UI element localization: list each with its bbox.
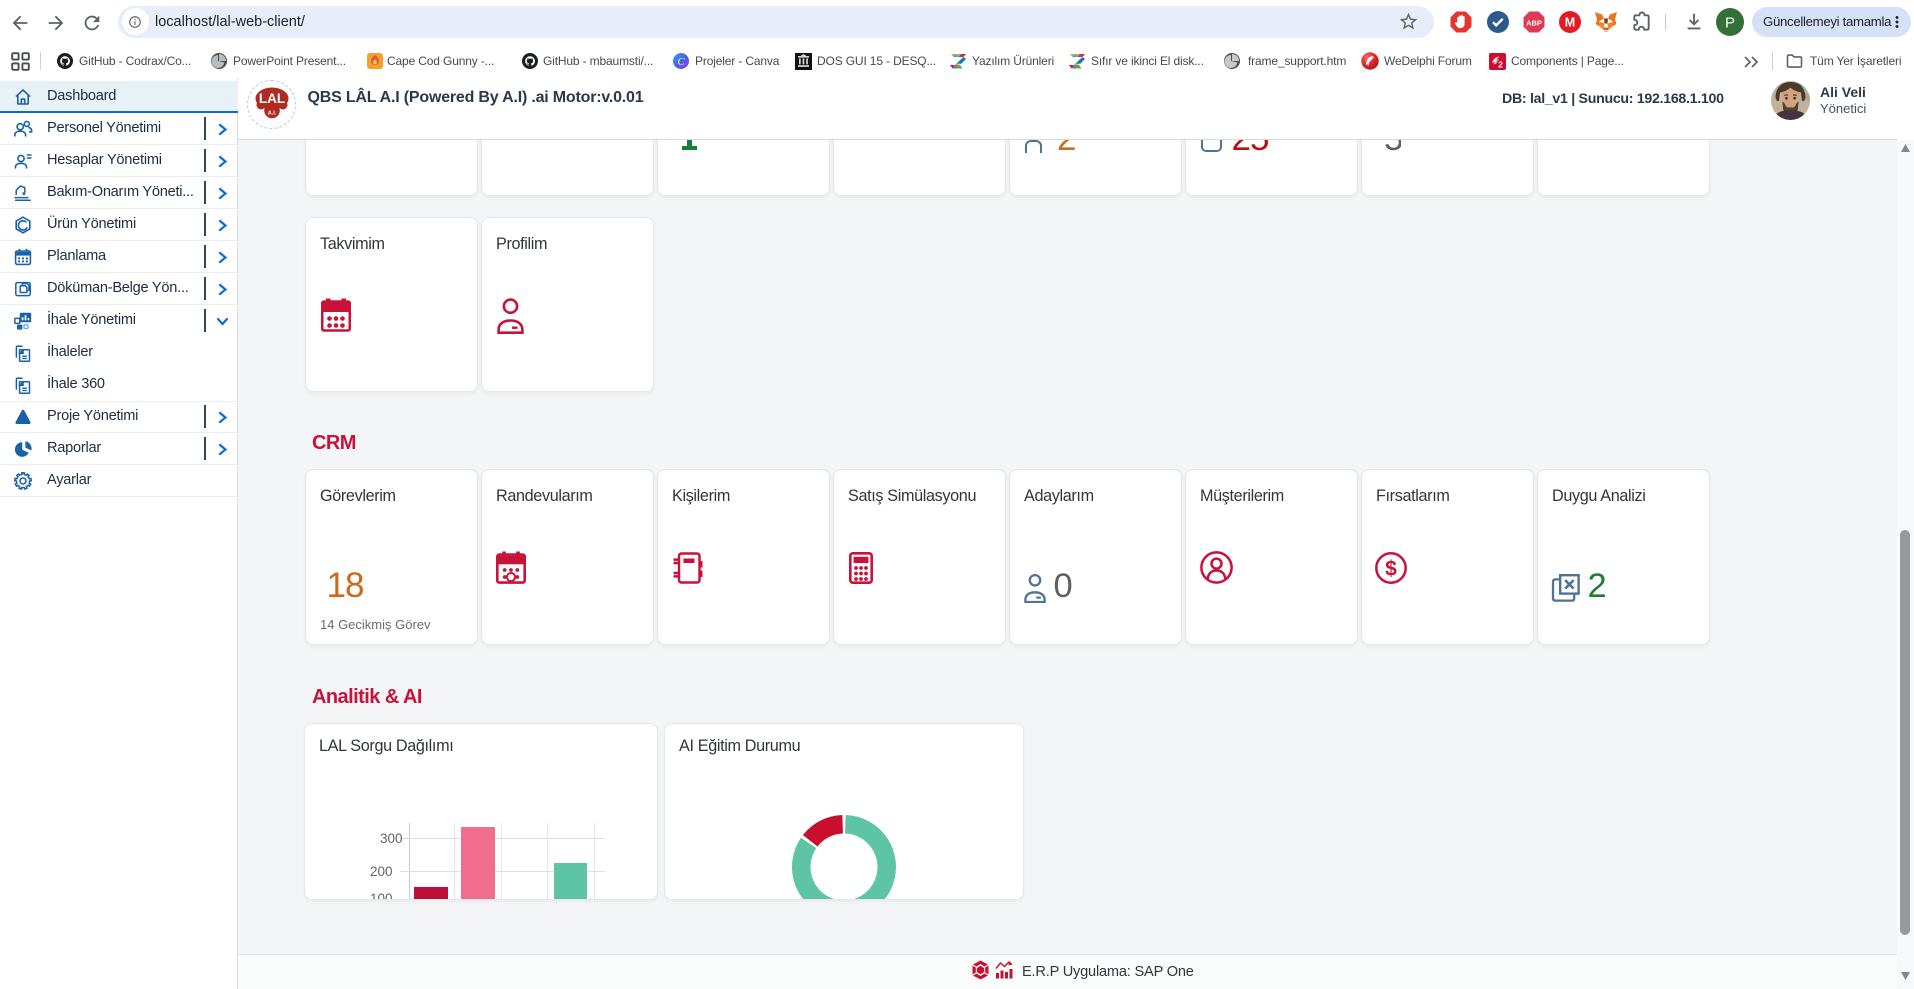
svg-text:ABP: ABP bbox=[1526, 19, 1542, 28]
svg-text:C: C bbox=[677, 57, 685, 68]
svg-text:P: P bbox=[1725, 15, 1735, 32]
svg-text:$: $ bbox=[1385, 558, 1397, 581]
svg-text:LAL: LAL bbox=[259, 91, 285, 106]
svg-text:2: 2 bbox=[1498, 60, 1503, 70]
svg-text:A.I.: A.I. bbox=[268, 111, 277, 117]
svg-text:M: M bbox=[1565, 16, 1575, 30]
